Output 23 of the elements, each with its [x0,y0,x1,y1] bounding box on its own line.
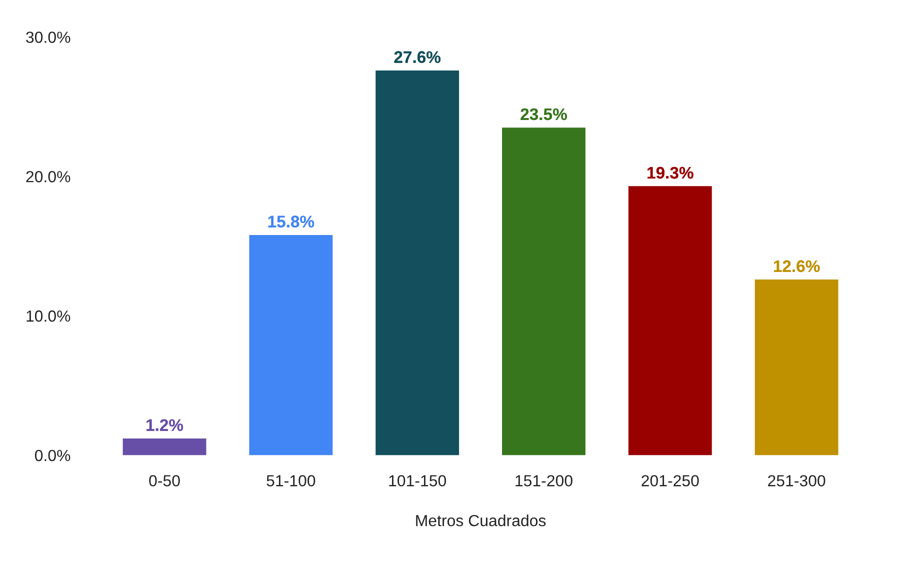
x-tick-label: 151-200 [516,475,572,486]
x-tick-label: 251-300 [768,475,826,486]
bar [122,438,206,456]
x-tick-label: 51-100 [266,475,316,486]
bar [628,186,712,456]
y-tick-label: 30.0% [26,32,70,43]
bar [249,234,333,456]
x-tick-label: 101-150 [389,475,446,486]
y-tick-label: 10.0% [26,310,70,322]
x-tick-label: 201-250 [642,475,699,486]
data-label: 27.6% [394,51,441,63]
data-label: 19.3% [648,166,694,179]
bar [502,128,586,456]
data-label: 23.5% [520,108,567,120]
data-label: 12.6% [774,260,820,272]
data-label: 15.8% [268,216,314,228]
y-tick-label: 20.0% [26,171,70,182]
y-tick-label: 0.0% [34,450,70,462]
bar [754,280,838,456]
x-axis-title: Metros Cuadrados [416,514,546,526]
bar [376,70,460,456]
data-label: 1.2% [146,419,184,431]
x-tick-label: 0-50 [149,475,180,486]
